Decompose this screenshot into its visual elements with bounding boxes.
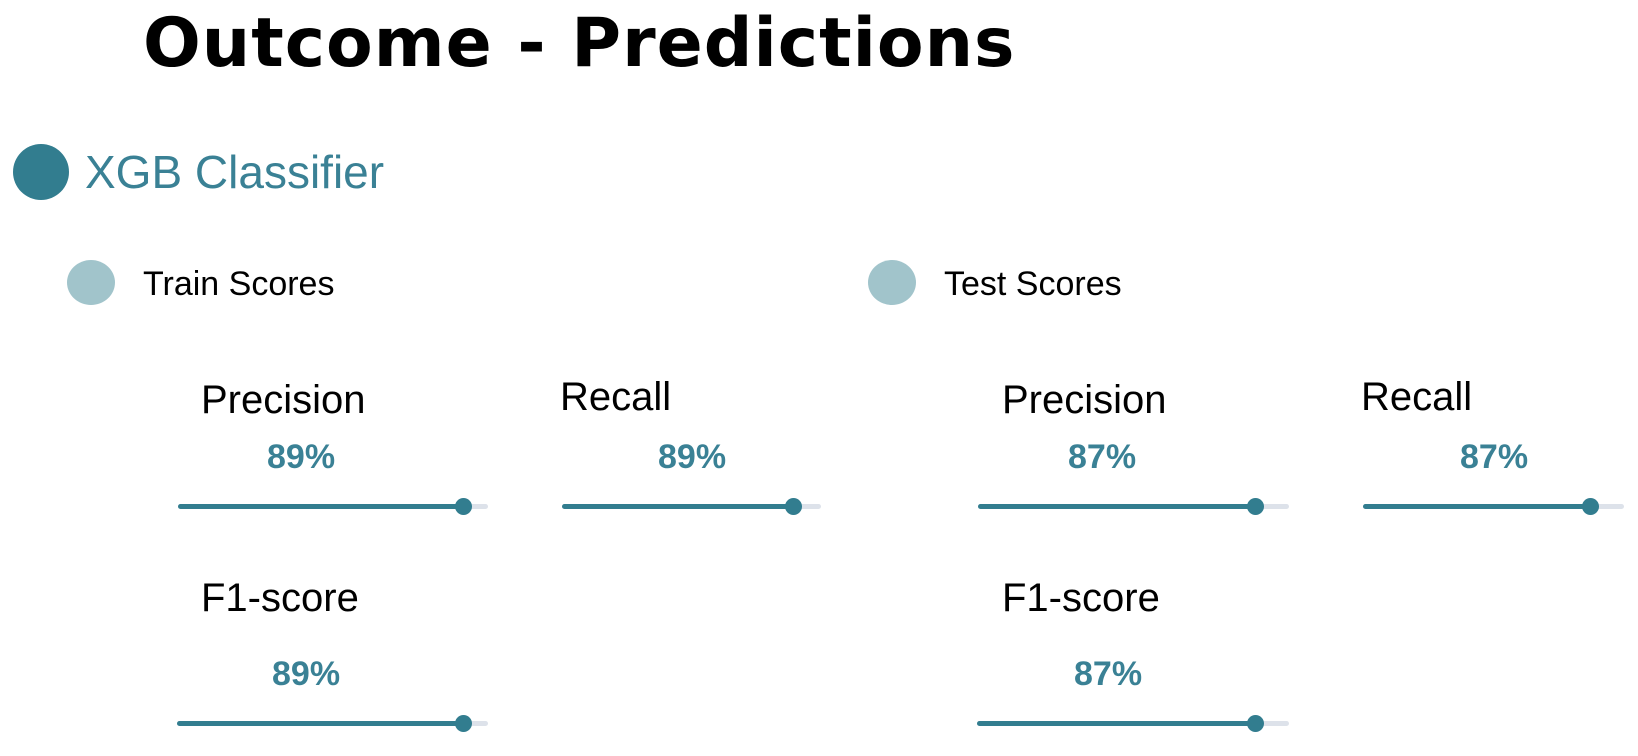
test-precision-value: 87% [1068,438,1137,476]
test-recall-slider-knob [1582,498,1600,515]
model-bullet-dot [13,144,69,200]
test-recall-slider [1363,498,1624,515]
train-f1-label: F1-score [201,576,359,620]
train-recall-slider [562,498,821,515]
train-recall-value: 89% [658,438,727,476]
train-f1-slider-fill [177,721,464,726]
train-recall-slider-knob [784,498,802,515]
test-recall-label: Recall [1361,375,1473,419]
test-recall-value: 87% [1460,438,1529,476]
train-bullet-dot [67,260,115,305]
train-precision-value: 89% [267,438,336,476]
test-f1-value: 87% [1074,655,1143,693]
train-recall-label: Recall [560,375,672,419]
train-precision-slider [178,498,488,515]
train-precision-slider-knob [455,498,473,515]
train-scores-title: Train Scores [143,265,335,303]
test-precision-slider-knob [1246,498,1264,515]
page-title: Outcome - Predictions [143,4,1016,83]
test-f1-slider-knob [1246,715,1264,732]
test-precision-slider [978,498,1289,515]
train-recall-slider-fill [562,504,793,509]
train-precision-label: Precision [201,378,366,422]
test-scores-title: Test Scores [944,265,1122,303]
test-recall-slider-fill [1363,504,1591,509]
train-f1-slider-knob [455,715,473,732]
test-bullet-dot [868,260,916,305]
test-precision-slider-fill [978,504,1255,509]
test-f1-label: F1-score [1002,576,1160,620]
train-f1-value: 89% [272,655,341,693]
test-f1-slider [977,715,1289,732]
train-precision-slider-fill [178,504,464,509]
model-name: XGB Classifier [85,146,385,198]
test-precision-label: Precision [1002,378,1167,422]
train-f1-slider [177,715,488,732]
test-f1-slider-fill [977,721,1255,726]
